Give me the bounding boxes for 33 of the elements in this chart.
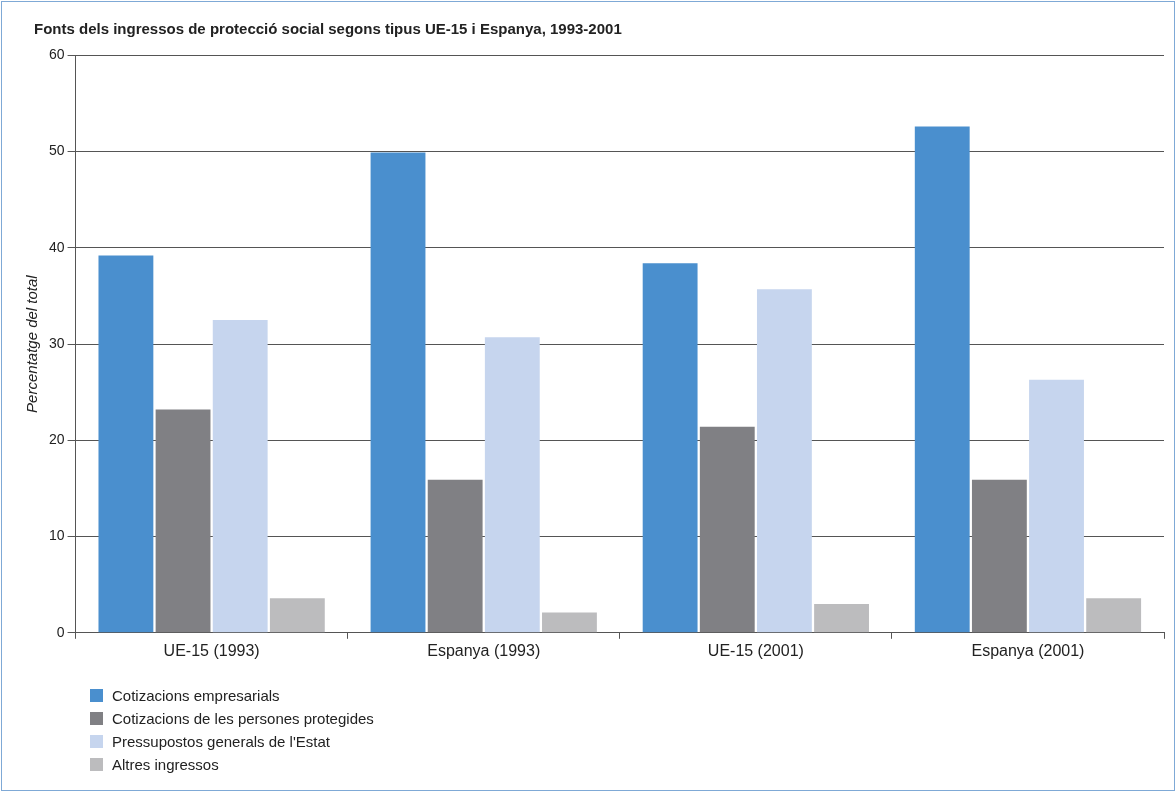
x-tick-label: Espanya (1993) bbox=[427, 641, 541, 659]
bar bbox=[370, 152, 426, 633]
bar bbox=[1086, 598, 1142, 633]
x-tick-label: Espanya (2001) bbox=[971, 641, 1085, 659]
x-tick-label: UE-15 (1993) bbox=[163, 641, 260, 659]
bar bbox=[155, 409, 211, 633]
bar bbox=[756, 289, 812, 633]
y-tick-label: 10 bbox=[48, 527, 65, 544]
legend-label: Altres ingressos bbox=[112, 756, 219, 773]
bar bbox=[484, 337, 540, 633]
bar bbox=[427, 479, 483, 633]
bar bbox=[971, 479, 1027, 633]
bar bbox=[212, 320, 268, 633]
y-tick-label: 20 bbox=[48, 431, 65, 448]
y-tick-label: 40 bbox=[48, 238, 65, 255]
bar bbox=[642, 263, 698, 633]
y-tick-label: 60 bbox=[48, 46, 65, 63]
y-tick-label: 30 bbox=[48, 334, 65, 351]
y-tick-label: 0 bbox=[56, 623, 65, 640]
legend-label: Cotizacions empresarials bbox=[112, 687, 280, 704]
x-tick-label: UE-15 (2001) bbox=[707, 641, 804, 659]
bar bbox=[814, 603, 869, 633]
y-tick-label: 50 bbox=[48, 142, 65, 159]
bar bbox=[699, 426, 755, 633]
bar bbox=[542, 612, 597, 633]
bar bbox=[98, 255, 154, 633]
bar bbox=[914, 126, 970, 633]
legend-label: Pressupostos generals de l'Estat bbox=[112, 733, 330, 750]
bar bbox=[1029, 379, 1084, 633]
bar bbox=[269, 598, 325, 633]
legend-label: Cotizacions de les persones protegides bbox=[112, 710, 374, 727]
chart-title: Fonts dels ingressos de protecció social segons tipus UE-15 i Espanya, 1993-2001 bbox=[34, 20, 622, 37]
y-axis-title: Percentatge del total bbox=[23, 274, 41, 413]
